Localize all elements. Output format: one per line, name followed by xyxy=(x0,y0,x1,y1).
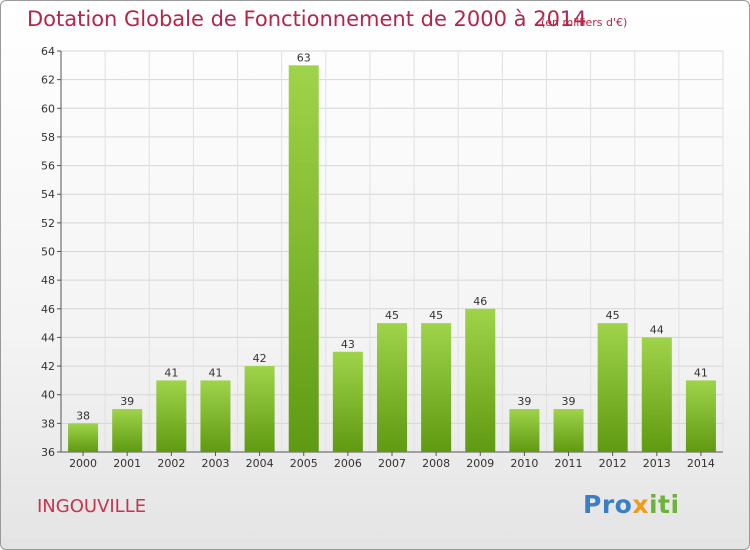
logo-part-3: iti xyxy=(648,490,680,519)
x-tick-label-2014: 2014 xyxy=(687,457,715,470)
x-tick-label-2010: 2010 xyxy=(510,457,538,470)
logo-part-2: x xyxy=(632,490,649,519)
y-tick-label: 54 xyxy=(41,188,55,201)
bar-2005[interactable] xyxy=(288,65,319,453)
y-tick-label: 44 xyxy=(41,331,55,344)
value-label-2013: 44 xyxy=(650,323,664,336)
y-tick-label: 62 xyxy=(41,74,55,87)
bar-2012[interactable] xyxy=(597,323,628,452)
chart-title: Dotation Globale de Fonctionnement de 20… xyxy=(27,7,587,31)
bar-2004[interactable] xyxy=(244,366,275,452)
bar-2009[interactable] xyxy=(465,308,496,452)
value-label-2014: 41 xyxy=(694,366,708,379)
chart-subtitle: (en milliers d'€) xyxy=(541,16,628,29)
x-tick-label-2001: 2001 xyxy=(113,457,141,470)
bar-2011[interactable] xyxy=(553,409,584,452)
y-tick-label: 58 xyxy=(41,131,55,144)
bar-2002[interactable] xyxy=(156,380,187,452)
y-tick-label: 50 xyxy=(41,246,55,259)
value-label-2006: 43 xyxy=(341,338,355,351)
x-tick-label-2005: 2005 xyxy=(290,457,318,470)
bar-2007[interactable] xyxy=(376,323,408,452)
x-tick-label-2008: 2008 xyxy=(422,457,450,470)
y-tick-label: 40 xyxy=(41,389,55,402)
x-tick-label-2002: 2002 xyxy=(157,457,185,470)
y-tick-label: 52 xyxy=(41,217,55,230)
value-label-2005: 63 xyxy=(297,51,311,64)
value-label-2008: 45 xyxy=(429,309,443,322)
bar-2008[interactable] xyxy=(421,323,452,452)
value-label-2010: 39 xyxy=(517,395,531,408)
x-tick-label-2012: 2012 xyxy=(599,457,627,470)
y-tick-label: 48 xyxy=(41,274,55,287)
y-tick-label: 38 xyxy=(41,417,55,430)
bar-2014[interactable] xyxy=(685,380,716,452)
x-tick-label-2000: 2000 xyxy=(69,457,97,470)
proxiti-logo[interactable]: Proxiti xyxy=(583,490,680,519)
bar-2000[interactable] xyxy=(68,423,99,452)
x-tick-label-2009: 2009 xyxy=(466,457,494,470)
x-tick-label-2013: 2013 xyxy=(643,457,671,470)
x-tick-label-2004: 2004 xyxy=(246,457,274,470)
y-tick-label: 36 xyxy=(41,446,55,459)
value-label-2002: 41 xyxy=(164,366,178,379)
value-label-2003: 41 xyxy=(208,366,222,379)
x-tick-label-2003: 2003 xyxy=(201,457,229,470)
bar-2003[interactable] xyxy=(200,380,231,452)
x-tick-label-2007: 2007 xyxy=(378,457,406,470)
value-label-2007: 45 xyxy=(385,309,399,322)
y-tick-label: 64 xyxy=(41,45,55,58)
y-tick-label: 60 xyxy=(41,102,55,115)
value-label-2001: 39 xyxy=(120,395,134,408)
logo-part-1: Pro xyxy=(583,490,633,519)
value-label-2009: 46 xyxy=(473,295,487,308)
value-label-2011: 39 xyxy=(562,395,576,408)
bars: 38 39 41 41 42 63 43 45 45 46 39 39 45 44 41 xyxy=(68,51,716,453)
x-tick-label-2011: 2011 xyxy=(555,457,583,470)
value-label-2012: 45 xyxy=(606,309,620,322)
y-tick-label: 56 xyxy=(41,160,55,173)
bar-2013[interactable] xyxy=(641,337,672,452)
bar-2001[interactable] xyxy=(112,409,143,452)
x-tick-label-2006: 2006 xyxy=(334,457,362,470)
bar-2010[interactable] xyxy=(509,409,540,452)
value-label-2000: 38 xyxy=(76,409,90,422)
y-tick-label: 42 xyxy=(41,360,55,373)
value-label-2004: 42 xyxy=(253,352,267,365)
commune-name: INGOUVILLE xyxy=(37,496,147,517)
y-tick-label: 46 xyxy=(41,303,55,316)
bar-2006[interactable] xyxy=(332,351,363,452)
